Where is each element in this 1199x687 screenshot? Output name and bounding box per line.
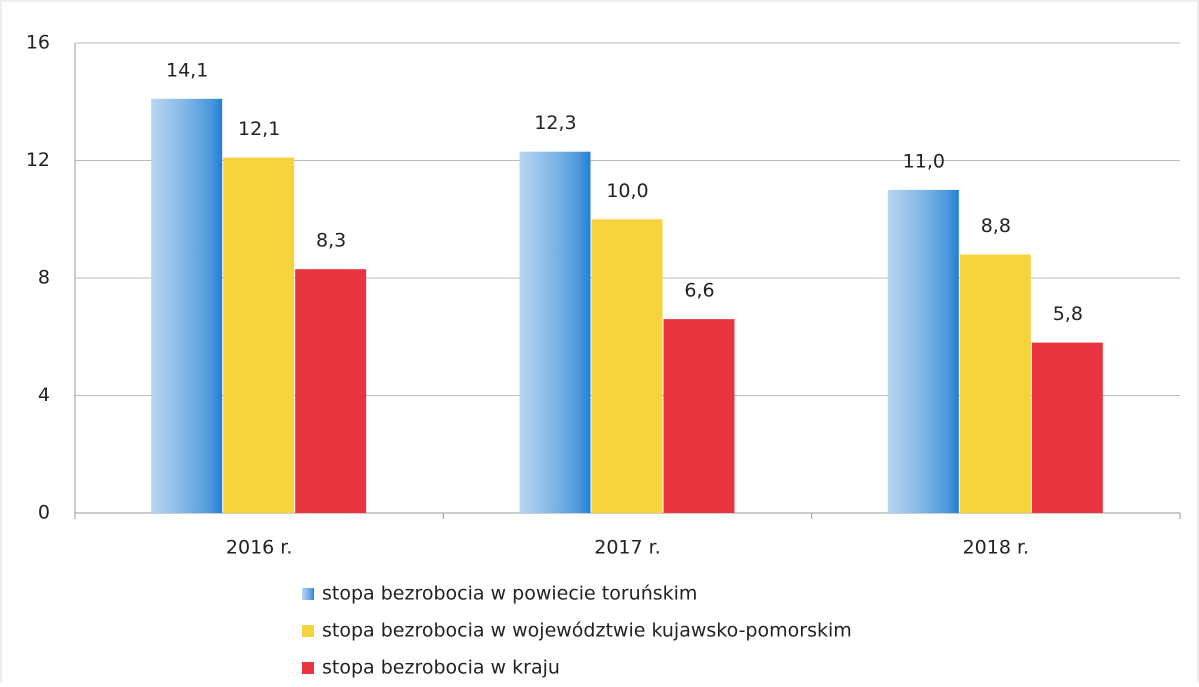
legend: stopa bezrobocia w powiecie toruńskim sto… xyxy=(302,583,852,679)
x-tick-label: 2018 r. xyxy=(963,537,1030,559)
y-tick-label: 16 xyxy=(26,32,50,54)
legend-label: stopa bezrobocia w województwie kujawsko… xyxy=(322,620,852,642)
data-label: 11,0 xyxy=(903,150,945,172)
legend-label: stopa bezrobocia w kraju xyxy=(322,657,560,679)
data-label: 12,1 xyxy=(238,118,280,140)
data-label: 10,0 xyxy=(606,180,648,202)
legend-swatch xyxy=(302,625,314,637)
bar xyxy=(151,98,223,513)
data-label: 8,3 xyxy=(316,230,346,252)
bar xyxy=(591,219,663,513)
bar xyxy=(223,157,295,513)
y-tick-label: 8 xyxy=(38,267,50,289)
bar xyxy=(663,319,735,513)
legend-swatch xyxy=(302,662,314,674)
y-tick-label: 12 xyxy=(26,149,50,171)
x-tick-label: 2017 r. xyxy=(594,537,661,559)
bar xyxy=(1031,342,1103,513)
data-label: 5,8 xyxy=(1053,303,1083,325)
data-label: 14,1 xyxy=(166,59,208,81)
legend-label: stopa bezrobocia w powiecie toruńskim xyxy=(322,583,697,605)
data-label: 12,3 xyxy=(534,112,576,134)
legend-swatch xyxy=(302,588,314,600)
bar xyxy=(959,254,1031,513)
bar xyxy=(887,189,959,513)
data-label: 6,6 xyxy=(684,280,714,302)
bar xyxy=(295,269,367,513)
y-tick-label: 0 xyxy=(38,502,50,524)
data-label: 8,8 xyxy=(981,215,1011,237)
bar xyxy=(519,151,591,513)
y-tick-label: 4 xyxy=(38,384,50,406)
x-tick-label: 2016 r. xyxy=(226,537,293,559)
